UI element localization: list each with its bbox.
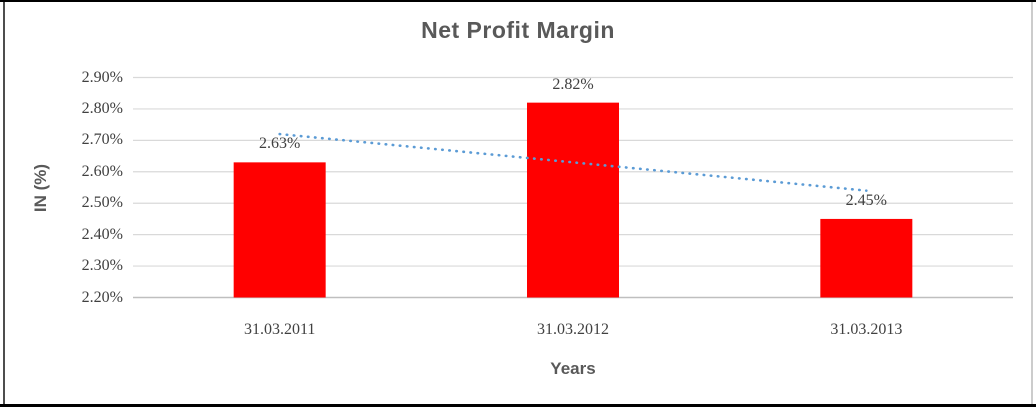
frame-border-left bbox=[3, 2, 5, 404]
frame-border-top bbox=[0, 0, 1036, 2]
y-tick-label: 2.50% bbox=[81, 194, 123, 212]
y-tick-label: 2.40% bbox=[81, 225, 123, 243]
bar-31.03.2013 bbox=[820, 218, 913, 298]
bar-31.03.2012 bbox=[527, 102, 619, 298]
x-category-label: 31.03.2011 bbox=[243, 321, 316, 338]
bar-31.03.2011 bbox=[233, 162, 326, 298]
y-tick-label: 2.20% bbox=[81, 288, 123, 306]
chart-title: Net Profit Margin bbox=[421, 17, 615, 43]
frame-border-bottom bbox=[0, 404, 1036, 407]
y-tick-label: 2.90% bbox=[81, 68, 123, 86]
bar-value-label: 2.45% bbox=[845, 191, 887, 209]
bar-value-label: 2.63% bbox=[258, 135, 301, 153]
x-category-label: 31.03.2012 bbox=[537, 321, 609, 338]
frame-border-right bbox=[1031, 2, 1033, 404]
y-tick-label: 2.60% bbox=[81, 162, 123, 180]
y-tick-label: 2.80% bbox=[81, 99, 123, 117]
trendline bbox=[278, 132, 868, 192]
y-tick-label: 2.30% bbox=[81, 257, 123, 275]
bar-value-label: 2.82% bbox=[552, 75, 594, 93]
x-category-label: 31.03.2013 bbox=[830, 321, 903, 338]
x-axis-title: Years bbox=[550, 359, 596, 378]
y-tick-label: 2.70% bbox=[81, 131, 123, 149]
